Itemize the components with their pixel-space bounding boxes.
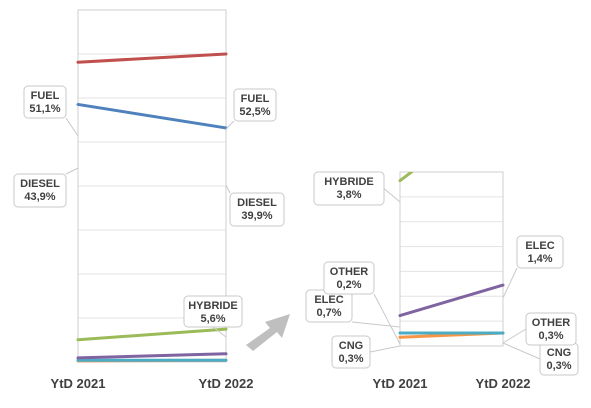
label-value: 0,3% bbox=[546, 360, 571, 372]
label-value: 0,2% bbox=[336, 279, 361, 291]
label-box bbox=[183, 295, 243, 328]
series-line-elec bbox=[76, 352, 228, 360]
label-leader bbox=[212, 326, 227, 338]
label-leader bbox=[383, 188, 401, 203]
label-series-name: CNG bbox=[547, 347, 571, 359]
label-box bbox=[233, 88, 277, 122]
x-tick-label: YtD 2022 bbox=[199, 376, 254, 391]
label-value: 0,7% bbox=[316, 307, 341, 319]
label-series-name: DIESEL bbox=[237, 197, 277, 209]
series-line-hybride bbox=[398, 172, 414, 183]
label-value: 43,9% bbox=[24, 191, 55, 203]
x-tick-label: YtD 2021 bbox=[51, 376, 106, 391]
label-series-name: HYBRIDE bbox=[324, 176, 374, 188]
label-series-name: FUEL bbox=[241, 93, 270, 105]
label-series-name: HYBRIDE bbox=[188, 300, 238, 312]
label-leader bbox=[225, 184, 231, 194]
x-tick-label: YtD 2022 bbox=[476, 376, 531, 391]
label-value: 52,5% bbox=[239, 106, 270, 118]
label-leader bbox=[369, 345, 401, 353]
label-leader bbox=[373, 293, 401, 345]
label-series-name: DIESEL bbox=[20, 178, 60, 190]
label-value: 5,6% bbox=[200, 313, 225, 325]
label-box bbox=[516, 235, 564, 269]
label-box bbox=[13, 173, 67, 208]
transition-arrow bbox=[246, 314, 290, 351]
label-value: 1,4% bbox=[527, 253, 552, 265]
label-leader bbox=[65, 117, 79, 137]
label-series-name: OTHER bbox=[532, 317, 571, 329]
label-series-name: ELEC bbox=[525, 240, 554, 252]
label-leader bbox=[351, 321, 401, 328]
label-series-name: FUEL bbox=[31, 90, 60, 102]
label-series-name: OTHER bbox=[330, 266, 369, 278]
label-leader bbox=[225, 120, 235, 130]
label-box bbox=[525, 312, 577, 346]
label-leader bbox=[502, 328, 527, 344]
label-box bbox=[331, 335, 371, 369]
label-box bbox=[313, 171, 385, 206]
label-series-name: ELEC bbox=[314, 294, 343, 306]
series-line-fuel bbox=[76, 52, 228, 64]
series-lines bbox=[398, 172, 505, 339]
label-box bbox=[23, 85, 67, 119]
label-series-name: CNG bbox=[339, 340, 363, 352]
label-box bbox=[229, 192, 285, 227]
series-line-diesel bbox=[76, 102, 228, 130]
label-leader bbox=[502, 342, 541, 360]
x-tick-label: YtD 2021 bbox=[373, 376, 428, 391]
series-line-hybride bbox=[76, 327, 228, 342]
label-value: 0,3% bbox=[538, 330, 563, 342]
series-line-elec bbox=[398, 283, 505, 318]
label-leader bbox=[65, 167, 79, 175]
label-value: 3,8% bbox=[336, 189, 361, 201]
label-box bbox=[323, 261, 375, 295]
plot-frame bbox=[399, 171, 504, 347]
label-value: 39,9% bbox=[241, 210, 272, 222]
label-value: 0,3% bbox=[338, 353, 363, 365]
series-lines bbox=[76, 52, 228, 363]
label-leader bbox=[502, 267, 518, 299]
label-value: 51,1% bbox=[29, 103, 60, 115]
